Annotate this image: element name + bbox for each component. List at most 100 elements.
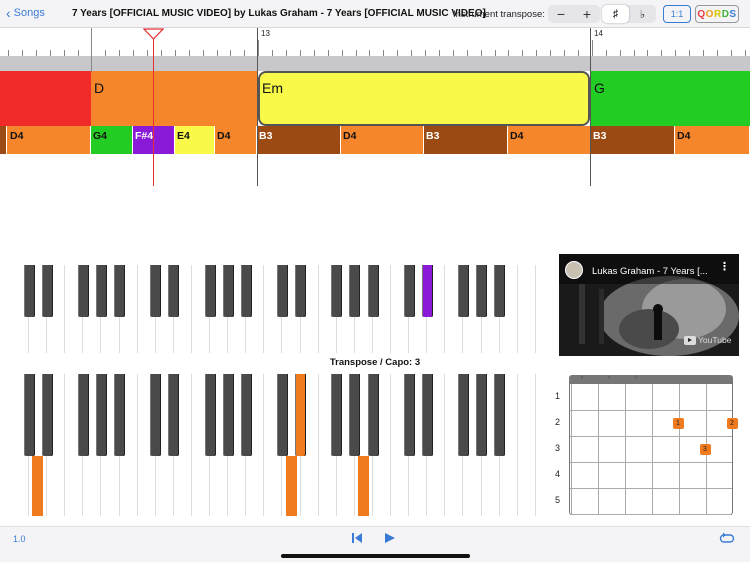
string-mark: o — [634, 375, 638, 381]
keyboard-transposed[interactable] — [11, 374, 536, 516]
black-key[interactable] — [222, 265, 234, 317]
playhead-marker-icon[interactable] — [143, 28, 164, 40]
chord-block[interactable]: D — [91, 71, 257, 126]
transpose-plus-button[interactable]: + — [582, 6, 592, 22]
black-key[interactable] — [331, 374, 343, 456]
ruler-tick — [383, 50, 385, 56]
black-key[interactable] — [421, 265, 433, 317]
white-key[interactable] — [517, 374, 536, 516]
video-thumbnail[interactable]: Lukas Graham - 7 Years [... ⋮ YouTube — [559, 254, 739, 356]
black-key[interactable] — [204, 374, 216, 456]
note-block[interactable]: F#4 — [133, 126, 175, 154]
loop-icon[interactable] — [719, 532, 735, 544]
black-key[interactable] — [240, 265, 252, 317]
note-block[interactable] — [0, 126, 7, 154]
ruler-tick — [299, 50, 301, 56]
white-key[interactable] — [517, 265, 536, 353]
black-key[interactable] — [41, 265, 53, 317]
ruler-tick — [466, 50, 468, 56]
guitar-string — [624, 384, 626, 514]
ruler-tick — [202, 50, 204, 56]
channel-avatar — [565, 261, 583, 279]
skip-back-icon[interactable] — [351, 532, 363, 544]
flat-button[interactable]: ♭ — [639, 8, 646, 21]
black-key[interactable] — [277, 265, 288, 317]
note-block[interactable]: B3 — [424, 126, 508, 154]
black-key[interactable] — [331, 265, 343, 317]
ruler-tick — [522, 50, 524, 56]
black-key[interactable] — [77, 374, 89, 456]
beat-line — [91, 28, 92, 72]
black-key[interactable] — [403, 374, 415, 456]
play-icon[interactable] — [384, 532, 396, 544]
ruler-tick — [49, 50, 51, 56]
black-key[interactable] — [458, 374, 469, 456]
ruler-tick — [703, 50, 704, 56]
ruler-tick — [355, 50, 357, 56]
black-key[interactable] — [77, 265, 89, 317]
note-block[interactable]: B3 — [591, 126, 675, 154]
black-key[interactable] — [222, 374, 234, 456]
black-key[interactable] — [295, 374, 307, 456]
black-key[interactable] — [114, 265, 126, 317]
ruler-tick — [160, 50, 162, 56]
note-block[interactable]: D4 — [215, 126, 257, 154]
ruler-tick — [438, 50, 440, 56]
note-block[interactable]: G4 — [91, 126, 133, 154]
note-block[interactable]: B3 — [257, 126, 341, 154]
ruler-tick — [425, 50, 426, 56]
black-key[interactable] — [476, 374, 488, 456]
black-key[interactable] — [458, 265, 469, 317]
black-key[interactable] — [96, 265, 107, 317]
more-options-icon[interactable]: ⋮ — [719, 261, 730, 273]
black-key[interactable] — [41, 374, 53, 456]
black-key[interactable] — [349, 265, 361, 317]
chord-block[interactable]: Em — [258, 71, 590, 126]
black-key[interactable] — [240, 374, 252, 456]
note-block[interactable]: D4 — [341, 126, 424, 154]
transpose-minus-button[interactable]: − — [556, 6, 566, 22]
black-key[interactable] — [367, 374, 379, 456]
black-key[interactable] — [204, 265, 216, 317]
black-key[interactable] — [349, 374, 361, 456]
note-block[interactable]: D4 — [675, 126, 750, 154]
black-key[interactable] — [403, 265, 415, 317]
chord-block[interactable]: G — [591, 71, 750, 126]
ratio-button[interactable]: 1:1 — [663, 5, 691, 23]
black-key[interactable] — [494, 265, 506, 317]
ruler-tick — [452, 50, 454, 56]
black-key[interactable] — [367, 265, 379, 317]
black-key[interactable] — [23, 374, 35, 456]
ruler-tick — [327, 50, 329, 56]
note-block[interactable]: D4 — [508, 126, 591, 154]
home-indicator — [281, 554, 470, 558]
black-key[interactable] — [295, 265, 307, 317]
timeline-ruler[interactable]: 13 14 — [0, 28, 750, 56]
black-key[interactable] — [23, 265, 35, 317]
black-key[interactable] — [96, 374, 107, 456]
playhead-line[interactable] — [153, 36, 154, 186]
keyboard-played[interactable] — [11, 265, 536, 353]
ruler-tick — [119, 50, 121, 56]
note-block[interactable]: E4 — [175, 126, 215, 154]
playback-speed-button[interactable]: 1.0 — [13, 534, 26, 544]
black-key[interactable] — [494, 374, 506, 456]
black-key[interactable] — [168, 374, 180, 456]
black-key[interactable] — [476, 265, 488, 317]
black-key[interactable] — [150, 265, 162, 317]
bar-number: 14 — [594, 29, 603, 38]
black-key[interactable] — [150, 374, 162, 456]
back-button[interactable]: ‹ Songs — [6, 6, 45, 20]
chord-block[interactable] — [0, 71, 91, 126]
bar-number: 13 — [261, 29, 270, 38]
fret-number: 5 — [555, 495, 561, 505]
black-key[interactable] — [277, 374, 288, 456]
black-key[interactable] — [168, 265, 180, 317]
black-key[interactable] — [421, 374, 433, 456]
ruler-tick — [411, 50, 413, 56]
fretboard-nut — [570, 376, 732, 384]
black-key[interactable] — [114, 374, 126, 456]
note-block[interactable]: D4 — [7, 126, 91, 154]
sharp-button[interactable]: ♯ — [602, 5, 629, 23]
